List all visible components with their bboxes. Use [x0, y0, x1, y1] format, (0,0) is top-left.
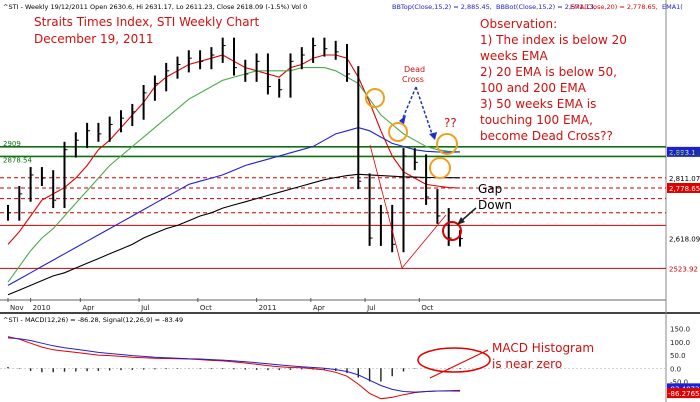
dead-cross-annotations	[365, 86, 491, 379]
arrowhead-1	[399, 115, 406, 124]
macd-value-label: -86.2765	[668, 390, 699, 398]
observation-line: weeks EMA	[480, 49, 549, 63]
observation-line: 100 and 200 EMA	[480, 81, 587, 95]
right-price-label: 2523.92	[669, 265, 698, 273]
macd-y-tick: 150.0	[670, 326, 690, 334]
right-price-label: 2,618.09	[669, 236, 700, 244]
ema-line	[7, 127, 461, 286]
observation-line: become Dead Cross??	[480, 129, 613, 143]
dead-cross-label: Dead	[404, 65, 425, 74]
right-price-label: 2,811.07	[669, 175, 700, 183]
observation-block: Observation: 1) The index is below 20 we…	[480, 17, 627, 143]
observation-line: 3) 50 weeks EMA is	[480, 97, 596, 111]
ema-line	[7, 67, 461, 283]
observation-line: 2) 20 EMA is below 50,	[480, 65, 617, 79]
gap-label: Down	[478, 198, 512, 212]
orange-circle-2	[388, 122, 408, 142]
observation-line: touching 100 EMA,	[480, 113, 593, 127]
macd-y-tick: 50.0	[670, 352, 686, 360]
macd-value-label-bg	[667, 388, 700, 399]
gap-arrowhead	[457, 217, 465, 225]
ema1-label: EMA1(	[662, 3, 683, 11]
right-label-bg	[667, 182, 700, 193]
orange-circle-3	[436, 133, 458, 155]
x-tick-label: Jul	[140, 304, 150, 312]
x-tick-label: Jul	[366, 304, 376, 312]
dead-cross-arrow-2	[415, 86, 434, 138]
gap-label: Gap	[478, 182, 502, 196]
dead-cross-arrow-1	[401, 86, 417, 121]
macd-line	[7, 337, 461, 393]
bbtop-label: BBTop(Close,15,2) = 2,885.45,	[392, 3, 492, 11]
macd-note: is near zero	[492, 357, 562, 371]
x-tick-label: 2011	[259, 304, 277, 312]
observation-line: 1) The index is below 20	[480, 33, 627, 47]
trend-line-2	[401, 214, 447, 269]
macd-y-tick: 100.0	[670, 339, 690, 347]
macd-ellipse	[417, 347, 491, 373]
x-tick-label: Oct	[200, 304, 212, 312]
dead-cross-label: Cross	[402, 75, 424, 84]
question-label: ??	[444, 116, 457, 130]
left-level-label: 2878.54	[3, 156, 32, 164]
chart-subtitle: December 19, 2011	[34, 32, 153, 46]
orange-circle-1	[365, 88, 385, 108]
chart-title: Straits Times Index, STI Weekly Chart	[34, 15, 260, 29]
right-price-label: 2,891.31	[669, 149, 700, 157]
x-tick-label: Oct	[421, 304, 433, 312]
trend-line-1	[369, 144, 403, 269]
macd-zero-line-marker	[429, 349, 489, 379]
price-header-info: ^STI - Weekly 19/12/2011 Open 2630.6, Hi…	[3, 3, 307, 11]
x-tick-label: 2010	[33, 304, 51, 312]
macd-y-tick: -50.0	[670, 379, 688, 387]
right-label-bg	[667, 146, 700, 157]
macd-y-tick: 0.0	[670, 365, 681, 373]
x-tick-label: Apr	[313, 304, 325, 312]
right-price-label: 2,893.1	[669, 149, 696, 157]
macd-note: MACD Histogram	[492, 341, 594, 355]
observation-line: Observation:	[480, 17, 557, 31]
ema20-label: EMA(Close,20) = 2,778.65,	[570, 3, 658, 11]
ema-line	[7, 173, 461, 296]
right-price-label: 2,778.65	[669, 185, 700, 193]
left-level-label: 2909	[3, 140, 21, 148]
arrowhead-2	[429, 132, 437, 140]
macd-line	[7, 336, 461, 400]
x-tick-label: Apr	[82, 304, 94, 312]
bbbot-label: BBBot(Close,15,2) = 2,571.13,	[496, 3, 596, 11]
gap-circle	[442, 221, 462, 241]
orange-circle-4	[429, 157, 451, 179]
x-tick-label: Nov	[10, 304, 24, 312]
macd-header-info: ^STI - MACD(12,26) = -86.28, Signal(12,2…	[3, 316, 183, 324]
